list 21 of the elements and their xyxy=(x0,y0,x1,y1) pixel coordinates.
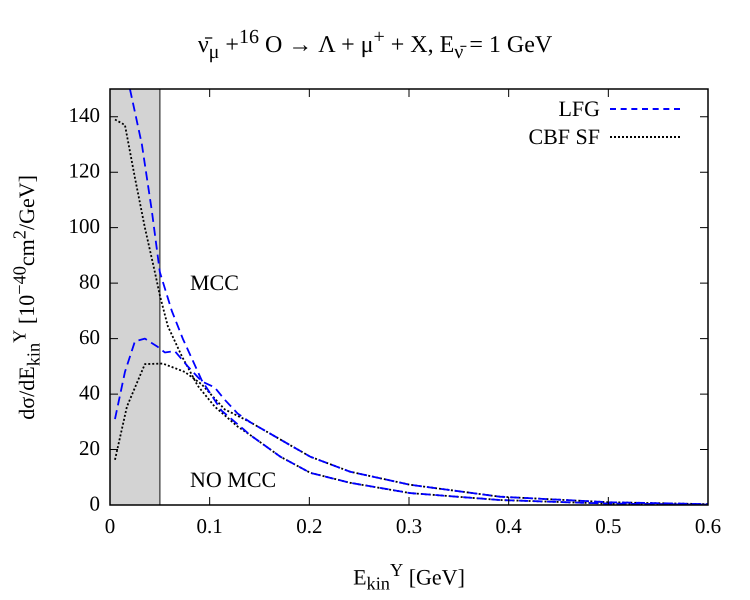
annotation: NO MCC xyxy=(190,466,276,492)
y-tick-label: 60 xyxy=(79,325,100,350)
legend-label: LFG xyxy=(558,96,600,122)
x-axis-title: E$_{kin}$$^{Y}$ [GeV] xyxy=(352,560,466,595)
legend-label: CBF SF xyxy=(528,124,600,150)
y-tick-label: 20 xyxy=(79,436,100,460)
y-tick-label: 40 xyxy=(79,380,100,405)
x-tick-label: 0.1 xyxy=(196,514,223,538)
x-tick-label: 0.4 xyxy=(496,514,522,538)
y-tick-label: 120 xyxy=(68,158,100,183)
x-tick-label: 0.5 xyxy=(595,514,622,538)
x-tick-label: 0.2 xyxy=(296,514,322,538)
y-tick-label: 140 xyxy=(68,103,100,128)
y-tick-label: 0 xyxy=(90,492,100,516)
chart-title: ν̄$_{μ}$ +$^{16}$ O → Λ + μ$^{+}$ + X, E$_{ν̄}$ = 1 GeV xyxy=(198,26,552,63)
x-tick-label: 0 xyxy=(104,514,116,538)
x-tick-label: 0.3 xyxy=(396,514,422,538)
x-tick-label: 0.6 xyxy=(694,514,722,538)
y-tick-label: 80 xyxy=(79,270,100,294)
y-tick-label: 100 xyxy=(68,214,100,238)
annotation: MCC xyxy=(190,270,239,295)
